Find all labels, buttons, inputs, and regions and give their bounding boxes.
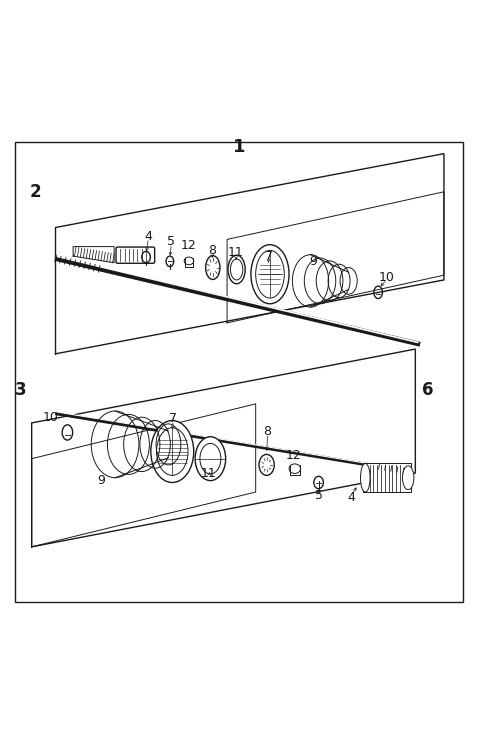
Text: 8: 8 <box>208 244 216 257</box>
Text: 5: 5 <box>167 236 175 248</box>
Ellipse shape <box>251 245 289 304</box>
Text: 3: 3 <box>15 381 26 399</box>
Text: 12: 12 <box>181 239 197 252</box>
Text: 9: 9 <box>97 473 105 487</box>
Text: 6: 6 <box>422 381 433 399</box>
Text: 11: 11 <box>201 468 217 480</box>
Ellipse shape <box>360 463 370 492</box>
Text: 10: 10 <box>379 271 395 284</box>
Text: 9: 9 <box>309 256 317 268</box>
Ellipse shape <box>195 436 226 481</box>
Polygon shape <box>55 153 444 353</box>
Text: 7: 7 <box>264 250 272 262</box>
FancyBboxPatch shape <box>116 247 155 263</box>
Text: 8: 8 <box>263 425 272 438</box>
Text: 4: 4 <box>347 491 355 505</box>
Text: 4: 4 <box>144 230 152 242</box>
Text: 11: 11 <box>228 246 243 259</box>
Text: 12: 12 <box>286 449 302 462</box>
Polygon shape <box>32 349 415 547</box>
Ellipse shape <box>151 421 194 482</box>
Text: 5: 5 <box>315 489 323 502</box>
Text: 1: 1 <box>233 138 245 156</box>
Ellipse shape <box>402 466 414 490</box>
Text: 7: 7 <box>169 412 177 425</box>
Polygon shape <box>363 463 411 492</box>
Text: 10: 10 <box>43 411 59 424</box>
Text: 2: 2 <box>29 183 41 201</box>
